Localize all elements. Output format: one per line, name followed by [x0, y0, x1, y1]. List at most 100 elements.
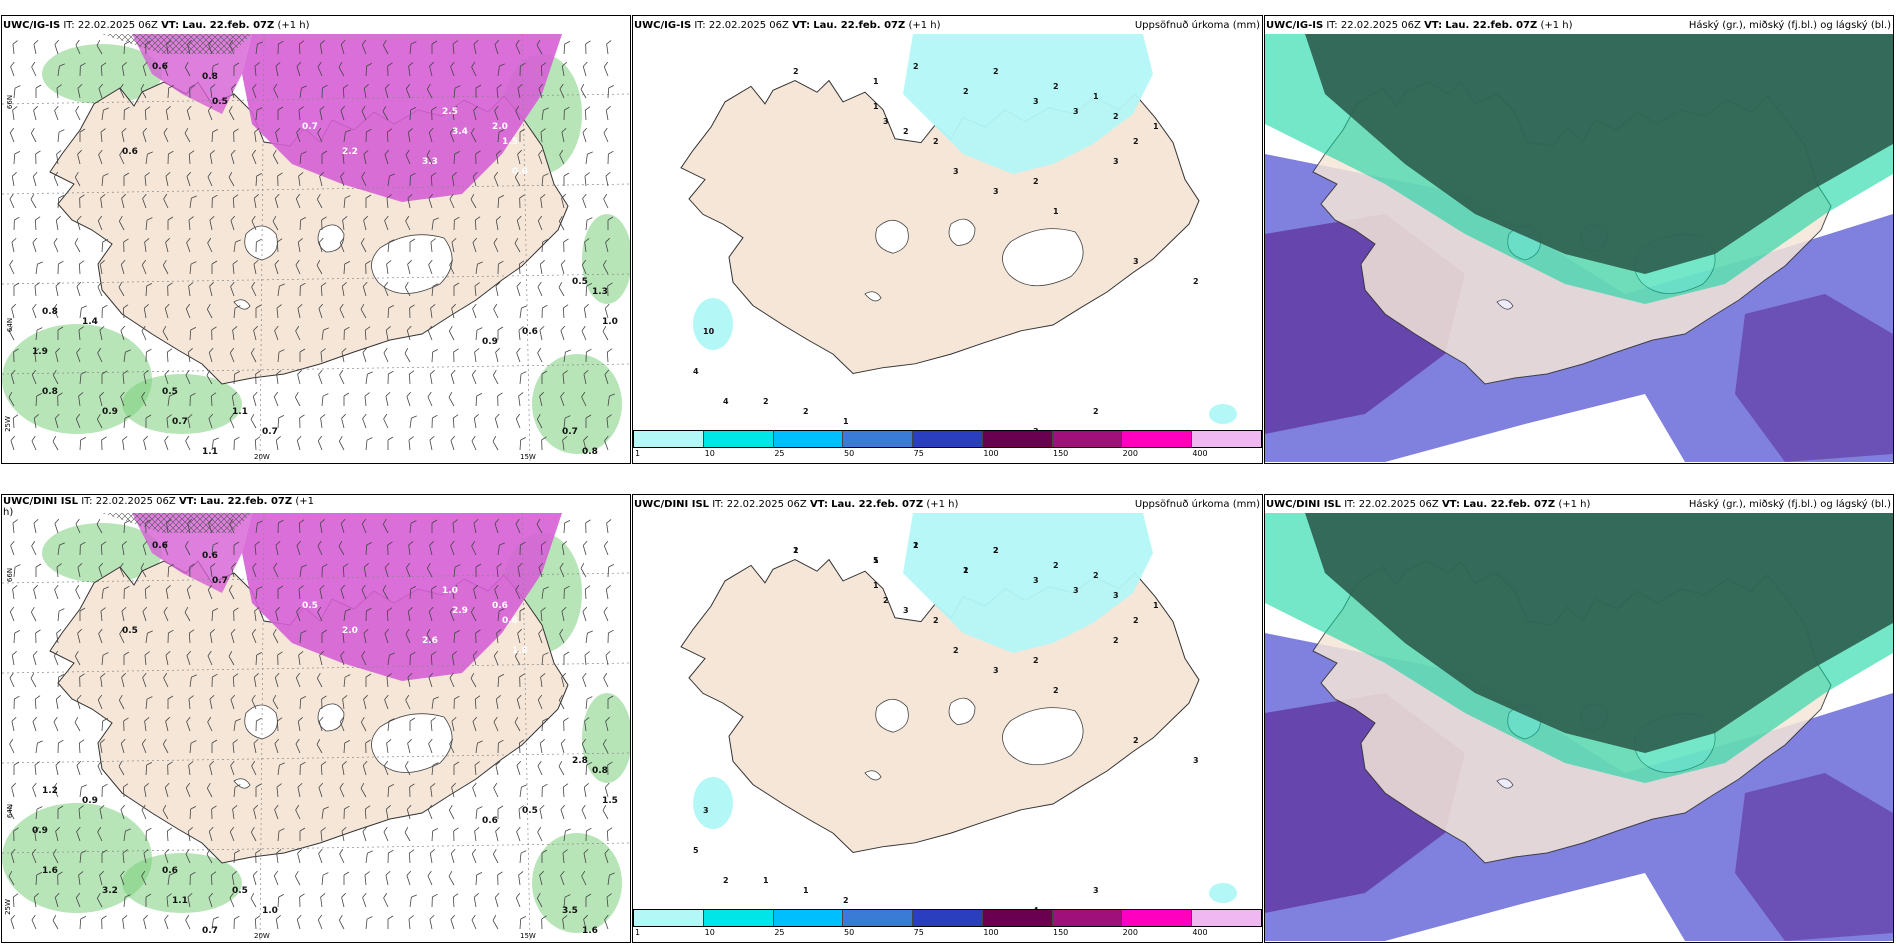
wind-barb: [471, 435, 477, 451]
barb-feather: [185, 303, 191, 309]
barb-feather: [298, 172, 304, 177]
wind-barb: [52, 369, 59, 385]
barb-feather: [167, 282, 173, 287]
wind-barb: [405, 628, 411, 644]
barb-shaft: [448, 876, 455, 886]
barb-feather: [407, 738, 412, 744]
wind-barb: [272, 628, 279, 644]
wind-barb: [75, 584, 81, 600]
barb-feather: [257, 41, 263, 45]
barb-feather: [343, 563, 349, 568]
barb-shaft: [582, 66, 587, 77]
valid-time: Lau. 22.feb. 07Z: [1463, 499, 1556, 510]
barb-feather: [361, 171, 366, 178]
barb-shaft: [273, 567, 279, 578]
wind-barb: [519, 850, 527, 864]
wind-barb: [187, 348, 193, 363]
wind-barb: [581, 259, 587, 275]
barb-shaft: [539, 330, 543, 341]
barb-shaft: [580, 568, 587, 578]
barb-feather: [604, 369, 610, 375]
barb-feather: [541, 370, 548, 375]
barb-shaft: [361, 110, 367, 121]
barb-shaft: [386, 743, 389, 754]
wind-barb: [582, 193, 587, 209]
barb-feather: [120, 259, 126, 265]
panel-r1-cloud-cover: UWC/IG-IS IT: 22.02.2025 06Z VT: Lau. 22…: [1264, 15, 1894, 464]
wind-barb: [121, 541, 127, 556]
barb-shaft: [13, 567, 16, 578]
barb-shaft: [277, 896, 280, 908]
wind-barb: [277, 762, 285, 776]
barb-shaft: [494, 897, 499, 908]
barb-shaft: [211, 610, 214, 622]
barb-feather: [257, 520, 263, 524]
wind-barb: [79, 305, 87, 319]
barb-shaft: [540, 677, 543, 688]
barb-feather: [474, 348, 480, 353]
wind-barb: [52, 436, 59, 451]
barb-feather: [515, 105, 520, 112]
barb-shaft: [254, 66, 257, 77]
barb-shaft: [211, 440, 214, 451]
wind-barb: [515, 105, 521, 121]
barb-feather: [52, 436, 57, 442]
wind-barb: [143, 304, 149, 319]
wind-barb: [78, 805, 84, 820]
barb-feather: [233, 673, 239, 678]
barb-shaft: [321, 809, 324, 820]
barb-shaft: [208, 44, 213, 55]
barb-feather: [231, 83, 236, 89]
panel-r1-accum-precip: UWC/IG-IS IT: 22.02.2025 06Z VT: Lau. 22…: [632, 15, 1263, 464]
barb-feather: [55, 760, 61, 766]
panel-r1-precip-wind: UWC/IG-IS IT: 22.02.2025 06Z VT: Lau. 22…: [1, 15, 631, 464]
wind-barb: [296, 61, 302, 77]
wind-barb: [497, 195, 505, 209]
barb-feather: [296, 914, 302, 920]
wind-barb: [163, 193, 169, 209]
barb-shaft: [602, 331, 609, 341]
barb-shaft: [120, 809, 125, 820]
barb-feather: [338, 914, 343, 921]
wind-barb: [211, 608, 219, 622]
barb-shaft: [12, 589, 15, 600]
barb-feather: [521, 305, 527, 309]
wind-barb: [387, 718, 395, 732]
barb-shaft: [207, 655, 213, 666]
barb-shaft: [383, 418, 389, 429]
barb-shaft: [537, 286, 543, 297]
wind-barb: [471, 61, 477, 77]
barb-shaft: [299, 567, 302, 578]
barb-shaft: [430, 654, 433, 666]
wind-barb: [78, 260, 85, 275]
barb-feather: [474, 282, 480, 287]
accum-value-label: 2: [803, 407, 809, 416]
precip-value-label: 0.6: [122, 147, 138, 157]
barb-feather: [516, 694, 522, 700]
precip-value-label: 0.5: [302, 601, 318, 611]
barb-feather: [363, 215, 368, 221]
accum-value-label: 1: [873, 556, 879, 565]
barb-feather: [474, 414, 479, 419]
barb-shaft: [211, 131, 214, 143]
barb-feather: [184, 607, 189, 613]
barb-feather: [298, 717, 303, 722]
barb-feather: [364, 563, 369, 568]
barb-shaft: [452, 417, 455, 429]
barb-shaft: [320, 418, 323, 429]
barb-shaft: [317, 440, 323, 451]
barb-feather: [586, 827, 592, 832]
barb-feather: [338, 435, 343, 442]
wind-barb: [409, 172, 416, 187]
wind-barb: [340, 584, 346, 600]
barb-feather: [585, 585, 591, 590]
barb-feather: [430, 304, 436, 309]
wind-barb: [475, 740, 483, 754]
barb-feather: [97, 760, 102, 767]
barb-feather: [80, 850, 87, 854]
barb-feather: [542, 239, 549, 243]
wind-barb: [120, 804, 126, 820]
barb-shaft: [407, 677, 411, 688]
barb-feather: [450, 540, 455, 546]
barb-feather: [607, 761, 613, 766]
